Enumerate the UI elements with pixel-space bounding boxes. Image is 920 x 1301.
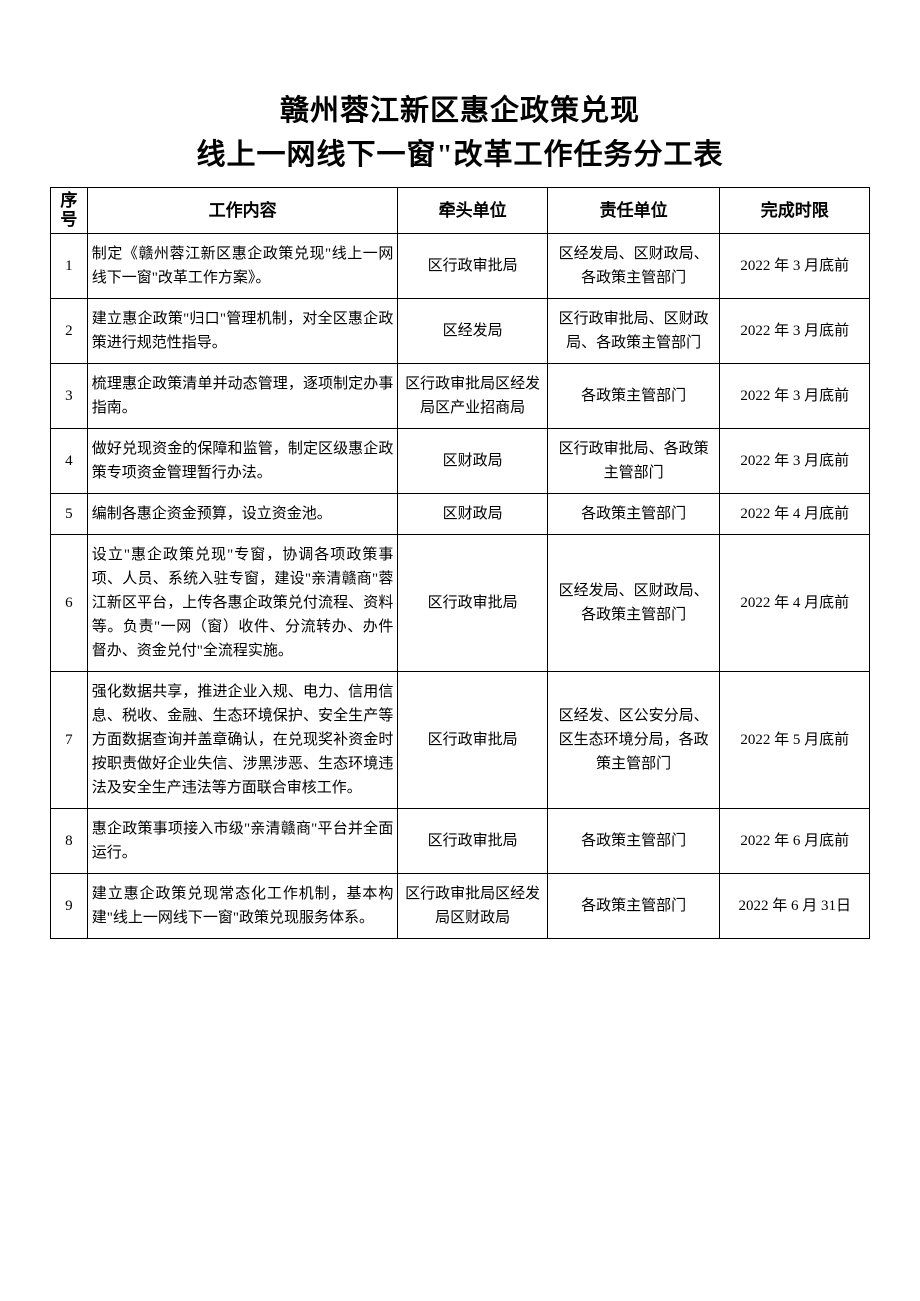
title-line-1: 赣州蓉江新区惠企政策兑现 — [50, 90, 870, 134]
cell-lead: 区行政审批局 — [398, 234, 548, 299]
cell-seq: 6 — [51, 535, 88, 672]
cell-seq: 7 — [51, 672, 88, 809]
table-body: 1 制定《赣州蓉江新区惠企政策兑现"线上一网线下一窗"改革工作方案》。 区行政审… — [51, 234, 870, 939]
cell-seq: 2 — [51, 299, 88, 364]
cell-content: 做好兑现资金的保障和监管，制定区级惠企政策专项资金管理暂行办法。 — [87, 429, 398, 494]
cell-content: 编制各惠企资金预算，设立资金池。 — [87, 494, 398, 535]
cell-resp: 区行政审批局、区财政局、各政策主管部门 — [547, 299, 720, 364]
table-header-row: 序号 工作内容 牵头单位 责任单位 完成时限 — [51, 188, 870, 234]
cell-resp: 区行政审批局、各政策主管部门 — [547, 429, 720, 494]
cell-content: 制定《赣州蓉江新区惠企政策兑现"线上一网线下一窗"改革工作方案》。 — [87, 234, 398, 299]
cell-resp: 各政策主管部门 — [547, 494, 720, 535]
header-deadline: 完成时限 — [720, 188, 870, 234]
cell-content: 强化数据共享，推进企业入规、电力、信用信息、税收、金融、生态环境保护、安全生产等… — [87, 672, 398, 809]
cell-seq: 5 — [51, 494, 88, 535]
cell-deadline: 2022 年 6 月 31日 — [720, 874, 870, 939]
cell-deadline: 2022 年 4 月底前 — [720, 494, 870, 535]
cell-lead: 区财政局 — [398, 494, 548, 535]
cell-seq: 3 — [51, 364, 88, 429]
table-row: 7 强化数据共享，推进企业入规、电力、信用信息、税收、金融、生态环境保护、安全生… — [51, 672, 870, 809]
table-row: 3 梳理惠企政策清单并动态管理，逐项制定办事指南。 区行政审批局区经发局区产业招… — [51, 364, 870, 429]
header-lead: 牵头单位 — [398, 188, 548, 234]
cell-lead: 区经发局 — [398, 299, 548, 364]
cell-resp: 区经发、区公安分局、区生态环境分局，各政策主管部门 — [547, 672, 720, 809]
cell-resp: 区经发局、区财政局、各政策主管部门 — [547, 234, 720, 299]
cell-seq: 8 — [51, 809, 88, 874]
cell-resp: 各政策主管部门 — [547, 809, 720, 874]
cell-content: 梳理惠企政策清单并动态管理，逐项制定办事指南。 — [87, 364, 398, 429]
document-title: 赣州蓉江新区惠企政策兑现 线上一网线下一窗"改革工作任务分工表 — [50, 90, 870, 177]
cell-seq: 1 — [51, 234, 88, 299]
cell-deadline: 2022 年 3 月底前 — [720, 364, 870, 429]
cell-seq: 4 — [51, 429, 88, 494]
cell-deadline: 2022 年 5 月底前 — [720, 672, 870, 809]
title-line-2: 线上一网线下一窗"改革工作任务分工表 — [50, 134, 870, 178]
table-row: 6 设立"惠企政策兑现"专窗，协调各项政策事项、人员、系统入驻专窗，建设"亲清赣… — [51, 535, 870, 672]
cell-deadline: 2022 年 3 月底前 — [720, 299, 870, 364]
table-row: 9 建立惠企政策兑现常态化工作机制，基本构建"线上一网线下一窗"政策兑现服务体系… — [51, 874, 870, 939]
cell-seq: 9 — [51, 874, 88, 939]
cell-lead: 区行政审批局 — [398, 672, 548, 809]
cell-deadline: 2022 年 4 月底前 — [720, 535, 870, 672]
cell-content: 建立惠企政策"归口"管理机制，对全区惠企政策进行规范性指导。 — [87, 299, 398, 364]
cell-deadline: 2022 年 6 月底前 — [720, 809, 870, 874]
cell-deadline: 2022 年 3 月底前 — [720, 429, 870, 494]
table-row: 1 制定《赣州蓉江新区惠企政策兑现"线上一网线下一窗"改革工作方案》。 区行政审… — [51, 234, 870, 299]
cell-resp: 各政策主管部门 — [547, 874, 720, 939]
cell-lead: 区行政审批局 — [398, 809, 548, 874]
header-content: 工作内容 — [87, 188, 398, 234]
cell-lead: 区财政局 — [398, 429, 548, 494]
header-resp: 责任单位 — [547, 188, 720, 234]
table-row: 2 建立惠企政策"归口"管理机制，对全区惠企政策进行规范性指导。 区经发局 区行… — [51, 299, 870, 364]
table-row: 4 做好兑现资金的保障和监管，制定区级惠企政策专项资金管理暂行办法。 区财政局 … — [51, 429, 870, 494]
cell-deadline: 2022 年 3 月底前 — [720, 234, 870, 299]
cell-resp: 各政策主管部门 — [547, 364, 720, 429]
task-assignment-table: 序号 工作内容 牵头单位 责任单位 完成时限 1 制定《赣州蓉江新区惠企政策兑现… — [50, 187, 870, 939]
cell-content: 设立"惠企政策兑现"专窗，协调各项政策事项、人员、系统入驻专窗，建设"亲清赣商"… — [87, 535, 398, 672]
cell-lead: 区行政审批局 — [398, 535, 548, 672]
cell-content: 建立惠企政策兑现常态化工作机制，基本构建"线上一网线下一窗"政策兑现服务体系。 — [87, 874, 398, 939]
cell-lead: 区行政审批局区经发局区财政局 — [398, 874, 548, 939]
cell-resp: 区经发局、区财政局、各政策主管部门 — [547, 535, 720, 672]
table-row: 5 编制各惠企资金预算，设立资金池。 区财政局 各政策主管部门 2022 年 4… — [51, 494, 870, 535]
table-row: 8 惠企政策事项接入市级"亲清赣商"平台并全面运行。 区行政审批局 各政策主管部… — [51, 809, 870, 874]
cell-lead: 区行政审批局区经发局区产业招商局 — [398, 364, 548, 429]
header-seq: 序号 — [51, 188, 88, 234]
cell-content: 惠企政策事项接入市级"亲清赣商"平台并全面运行。 — [87, 809, 398, 874]
